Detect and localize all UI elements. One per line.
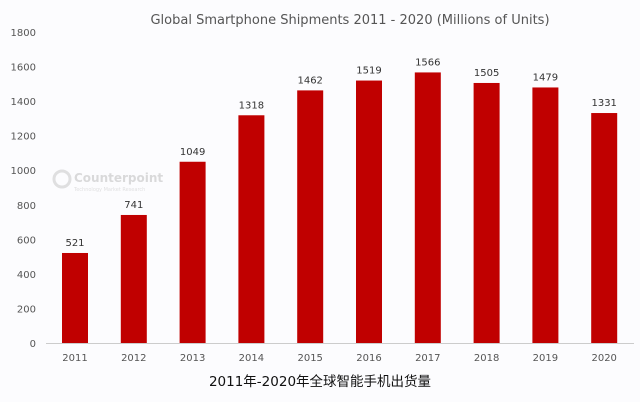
data-label: 741 [124,200,143,211]
x-tick-label: 2011 [62,353,87,364]
data-label: 1519 [356,66,381,77]
y-tick-label: 800 [17,201,36,212]
x-tick-label: 2013 [180,353,205,364]
bar-2011 [62,252,88,343]
data-label: 1566 [415,57,440,68]
data-label: 1331 [591,98,616,109]
y-tick-label: 1200 [11,132,36,143]
data-label: 1318 [239,100,264,111]
x-tick-label: 2019 [533,353,558,364]
data-label: 521 [65,238,84,249]
x-tick-label: 2012 [121,353,146,364]
bar-2012 [120,214,147,343]
data-label: 1479 [533,72,558,83]
y-tick-label: 600 [17,235,36,246]
y-tick-label: 1000 [11,166,36,177]
bar-2017 [414,72,441,344]
bar-2018 [473,82,500,343]
bar-2015 [297,90,324,343]
chart-caption: 2011年-2020年全球智能手机出货量 [209,373,431,390]
bar-2019 [532,87,559,343]
x-tick-label: 2017 [415,353,440,364]
data-label: 1462 [297,75,322,86]
bar-2013 [179,161,206,343]
chart-title: Global Smartphone Shipments 2011 - 2020 … [150,13,549,28]
data-label: 1505 [474,68,499,79]
x-tick-label: 2018 [474,353,499,364]
y-tick-label: 1400 [11,97,36,108]
x-tick-label: 2014 [239,353,264,364]
data-label: 1049 [180,147,205,158]
y-tick-label: 400 [17,270,36,281]
x-tick-label: 2015 [297,353,322,364]
watermark-brand: Counterpoint [74,171,163,185]
bar-2014 [238,115,265,343]
y-tick-label: 200 [17,304,36,315]
bar-2016 [356,80,382,344]
y-tick-label: 1600 [11,63,36,74]
bar-2020 [591,113,618,343]
x-tick-label: 2016 [356,353,381,364]
y-tick-label: 0 [30,339,36,350]
x-tick-label: 2020 [591,353,616,364]
y-tick-label: 1800 [11,28,36,39]
counterpoint-logo-icon [52,169,72,189]
watermark-tagline: Technology Market Research [73,187,145,193]
counterpoint-watermark: Counterpoint Technology Market Research [52,169,163,193]
